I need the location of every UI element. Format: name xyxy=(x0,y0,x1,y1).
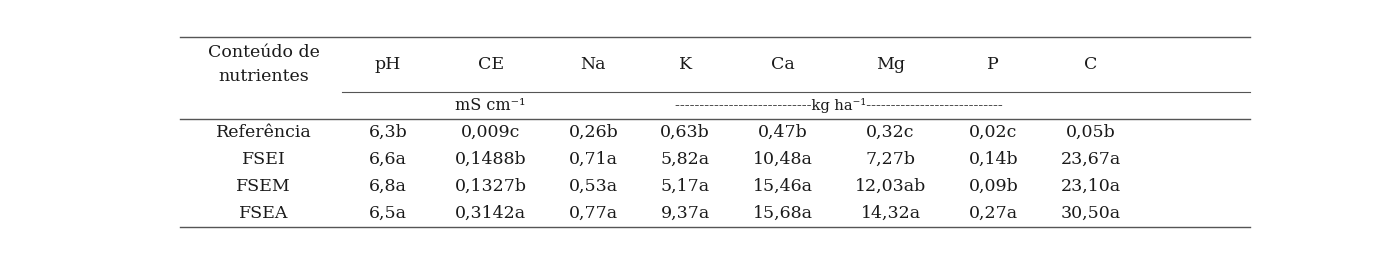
Text: 0,1327b: 0,1327b xyxy=(455,178,526,195)
Text: 5,17a: 5,17a xyxy=(661,178,710,195)
Text: P: P xyxy=(988,56,999,73)
Text: 5,82a: 5,82a xyxy=(661,151,710,168)
Text: 0,1488b: 0,1488b xyxy=(455,151,526,168)
Text: CE: CE xyxy=(477,56,504,73)
Text: 0,63b: 0,63b xyxy=(660,124,710,141)
Text: 15,46a: 15,46a xyxy=(752,178,812,195)
Text: 14,32a: 14,32a xyxy=(861,205,921,222)
Text: 6,5a: 6,5a xyxy=(368,205,407,222)
Text: 0,3142a: 0,3142a xyxy=(455,205,526,222)
Text: Ca: Ca xyxy=(770,56,794,73)
Text: nutrientes: nutrientes xyxy=(218,68,308,85)
Text: 7,27b: 7,27b xyxy=(866,151,915,168)
Text: 0,77a: 0,77a xyxy=(569,205,618,222)
Text: 0,26b: 0,26b xyxy=(568,124,618,141)
Text: K: K xyxy=(678,56,692,73)
Text: Mg: Mg xyxy=(876,56,905,73)
Text: 12,03ab: 12,03ab xyxy=(855,178,926,195)
Text: 0,47b: 0,47b xyxy=(757,124,808,141)
Text: 0,02c: 0,02c xyxy=(970,124,1017,141)
Text: FSEM: FSEM xyxy=(236,178,292,195)
Text: 0,14b: 0,14b xyxy=(968,151,1018,168)
Text: Conteúdo de: Conteúdo de xyxy=(208,44,319,61)
Text: 6,6a: 6,6a xyxy=(368,151,407,168)
Text: 10,48a: 10,48a xyxy=(752,151,812,168)
Text: 0,32c: 0,32c xyxy=(866,124,915,141)
Text: 23,67a: 23,67a xyxy=(1060,151,1120,168)
Text: pH: pH xyxy=(375,56,402,73)
Text: ----------------------------kg ha⁻¹----------------------------: ----------------------------kg ha⁻¹-----… xyxy=(675,98,1003,113)
Text: 6,3b: 6,3b xyxy=(368,124,407,141)
Text: 0,27a: 0,27a xyxy=(968,205,1018,222)
Text: 0,71a: 0,71a xyxy=(569,151,618,168)
Text: 23,10a: 23,10a xyxy=(1060,178,1120,195)
Text: 9,37a: 9,37a xyxy=(661,205,710,222)
Text: FSEI: FSEI xyxy=(241,151,286,168)
Text: 0,009c: 0,009c xyxy=(460,124,520,141)
Text: Referência: Referência xyxy=(216,124,311,141)
Text: 30,50a: 30,50a xyxy=(1060,205,1120,222)
Text: FSEA: FSEA xyxy=(239,205,289,222)
Text: mS cm⁻¹: mS cm⁻¹ xyxy=(455,97,526,114)
Text: 0,05b: 0,05b xyxy=(1066,124,1116,141)
Text: 15,68a: 15,68a xyxy=(752,205,812,222)
Text: 6,8a: 6,8a xyxy=(368,178,407,195)
Text: C: C xyxy=(1084,56,1098,73)
Text: Na: Na xyxy=(580,56,605,73)
Text: 0,53a: 0,53a xyxy=(569,178,618,195)
Text: 0,09b: 0,09b xyxy=(968,178,1018,195)
